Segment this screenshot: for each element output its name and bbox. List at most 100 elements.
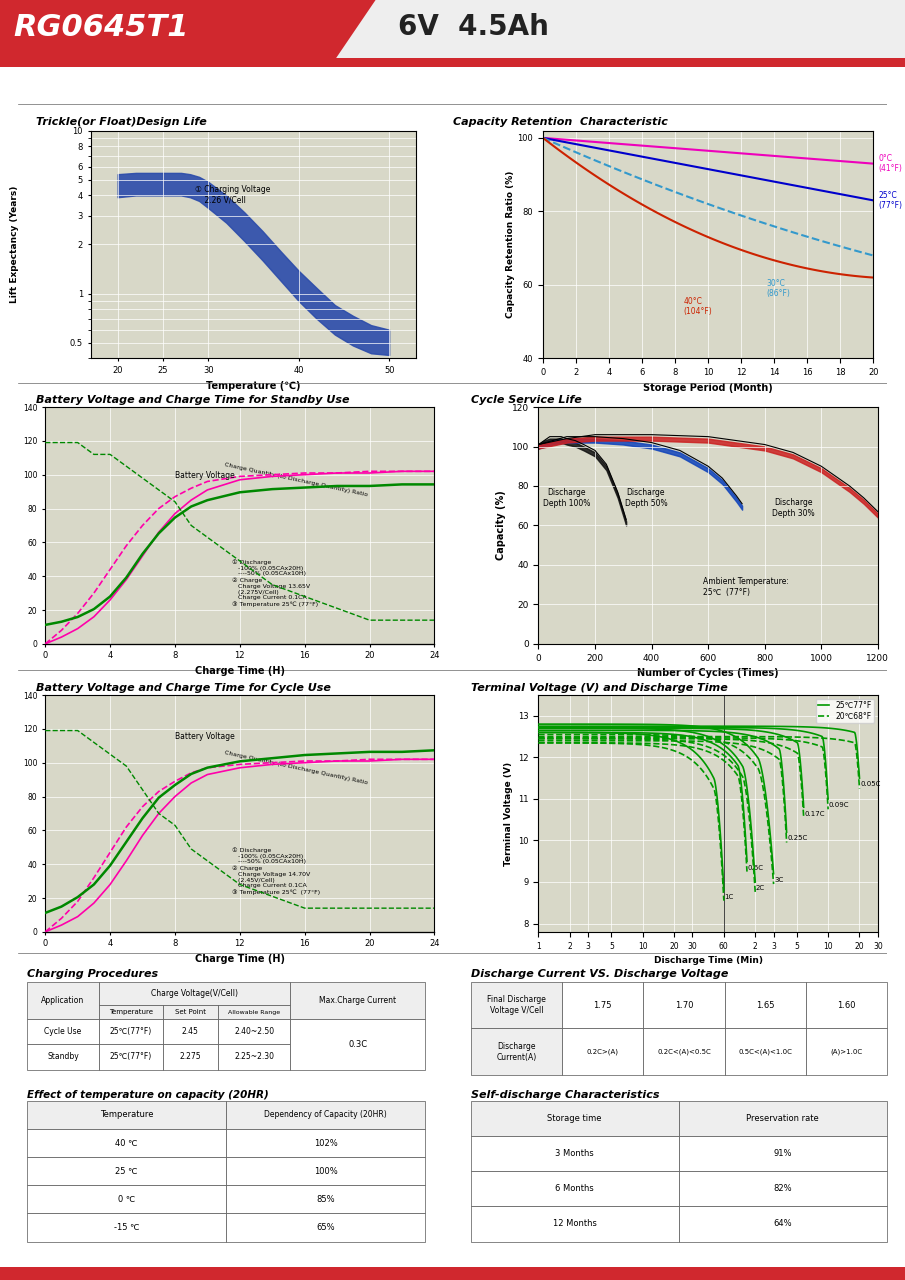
Text: 30°C
(86°F): 30°C (86°F)	[766, 279, 790, 298]
Bar	[643, 1029, 725, 1075]
Bar	[226, 1213, 425, 1242]
Text: 82%: 82%	[774, 1184, 792, 1193]
Text: Dependency of Capacity (20HR): Dependency of Capacity (20HR)	[264, 1110, 387, 1120]
Bar	[290, 1019, 425, 1070]
Bar	[679, 1137, 887, 1171]
Bar	[163, 1005, 218, 1019]
Text: RG0645T1: RG0645T1	[14, 14, 189, 42]
Bar	[99, 1005, 163, 1019]
Text: 40 ℃: 40 ℃	[116, 1138, 138, 1148]
Bar	[471, 1029, 562, 1075]
Bar	[725, 982, 805, 1029]
Text: 1.70: 1.70	[675, 1001, 693, 1010]
Text: 3 Months: 3 Months	[556, 1149, 594, 1158]
Text: 12 Months: 12 Months	[553, 1220, 596, 1229]
Y-axis label: Terminal Voltage (V): Terminal Voltage (V)	[503, 762, 512, 865]
Text: Standby: Standby	[47, 1052, 79, 1061]
Text: 1C: 1C	[725, 893, 734, 900]
Y-axis label: Capacity (%): Capacity (%)	[496, 490, 506, 561]
Text: Final Discharge
Voltage V/Cell: Final Discharge Voltage V/Cell	[487, 996, 546, 1015]
Bar	[805, 982, 887, 1029]
Text: -15 ℃: -15 ℃	[114, 1222, 139, 1233]
X-axis label: Charge Time (H): Charge Time (H)	[195, 666, 285, 676]
Text: Set Point: Set Point	[175, 1009, 206, 1015]
Y-axis label: Lift Expectancy (Years): Lift Expectancy (Years)	[10, 186, 19, 303]
Bar	[27, 1213, 226, 1242]
Text: 1.60: 1.60	[837, 1001, 855, 1010]
Bar	[99, 982, 290, 1005]
Bar	[471, 1137, 679, 1171]
Text: 25 ℃: 25 ℃	[116, 1166, 138, 1176]
Text: 25°C
(77°F): 25°C (77°F)	[878, 191, 902, 210]
Text: Battery Voltage: Battery Voltage	[175, 732, 234, 741]
Bar	[679, 1171, 887, 1206]
Text: 40°C
(104°F): 40°C (104°F)	[683, 297, 712, 316]
Text: (A)>1.0C: (A)>1.0C	[830, 1048, 862, 1055]
Text: 0.3C: 0.3C	[348, 1039, 367, 1048]
Text: 6 Months: 6 Months	[556, 1184, 594, 1193]
Bar	[27, 1157, 226, 1185]
Text: Battery Voltage and Charge Time for Standby Use: Battery Voltage and Charge Time for Stan…	[36, 396, 349, 406]
Text: 0.2C<(A)<0.5C: 0.2C<(A)<0.5C	[657, 1048, 710, 1055]
Text: ① Discharge
   -100% (0.05CAx20H)
   ----50% (0.05CAx10H)
② Charge
   Charge Vol: ① Discharge -100% (0.05CAx20H) ----50% (…	[232, 559, 318, 607]
X-axis label: Charge Time (H): Charge Time (H)	[195, 954, 285, 964]
Text: Self-discharge Characteristics: Self-discharge Characteristics	[471, 1091, 659, 1101]
Text: 0 ℃: 0 ℃	[118, 1194, 136, 1204]
Bar	[218, 1019, 290, 1044]
Bar	[226, 1129, 425, 1157]
Bar	[471, 982, 562, 1029]
Bar	[725, 1029, 805, 1075]
X-axis label: Temperature (℃): Temperature (℃)	[206, 380, 300, 390]
Text: 2.40~2.50: 2.40~2.50	[234, 1028, 274, 1037]
Bar	[471, 1171, 679, 1206]
X-axis label: Storage Period (Month): Storage Period (Month)	[643, 383, 773, 393]
Text: Temperature: Temperature	[100, 1110, 154, 1120]
Text: Cycle Use: Cycle Use	[44, 1028, 81, 1037]
Text: Discharge
Depth 100%: Discharge Depth 100%	[543, 488, 590, 508]
Text: Storage time: Storage time	[548, 1114, 602, 1123]
Bar	[27, 982, 99, 1019]
Bar	[99, 1044, 163, 1070]
Text: Terminal Voltage (V) and Discharge Time: Terminal Voltage (V) and Discharge Time	[471, 684, 728, 694]
Y-axis label: Capacity Retention Ratio (%): Capacity Retention Ratio (%)	[506, 170, 515, 319]
Text: 100%: 100%	[314, 1166, 338, 1176]
Text: 0.5C<(A)<1.0C: 0.5C<(A)<1.0C	[738, 1048, 792, 1055]
Text: ① Discharge
   -100% (0.05CAx20H)
   ----50% (0.05CAx10H)
② Charge
   Charge Vol: ① Discharge -100% (0.05CAx20H) ----50% (…	[232, 847, 319, 895]
Text: Preservation rate: Preservation rate	[747, 1114, 819, 1123]
Text: 0.25C: 0.25C	[787, 836, 807, 841]
Text: Discharge Current VS. Discharge Voltage: Discharge Current VS. Discharge Voltage	[471, 969, 728, 979]
Text: Trickle(or Float)Design Life: Trickle(or Float)Design Life	[36, 118, 207, 128]
Text: Battery Voltage: Battery Voltage	[175, 471, 234, 480]
Legend: 25℃77°F, 20℃68°F: 25℃77°F, 20℃68°F	[815, 699, 874, 723]
Bar	[226, 1101, 425, 1129]
Text: Discharge
Depth 30%: Discharge Depth 30%	[772, 498, 815, 517]
Polygon shape	[0, 0, 376, 67]
Text: 3C: 3C	[775, 877, 784, 883]
Text: 0.6C: 0.6C	[748, 864, 764, 870]
Text: 1.65: 1.65	[756, 1001, 775, 1010]
Text: Ambient Temperature:
25℃  (77°F): Ambient Temperature: 25℃ (77°F)	[702, 577, 788, 596]
Text: 2.45: 2.45	[182, 1028, 199, 1037]
Text: 0.09C: 0.09C	[829, 803, 849, 808]
Text: 64%: 64%	[774, 1220, 792, 1229]
Bar	[562, 982, 643, 1029]
Text: 2.275: 2.275	[179, 1052, 201, 1061]
Bar	[226, 1185, 425, 1213]
Text: 0.17C: 0.17C	[805, 810, 824, 817]
Text: Temperature: Temperature	[109, 1009, 153, 1015]
Text: 102%: 102%	[314, 1138, 338, 1148]
Bar	[27, 1019, 99, 1044]
Bar	[218, 1005, 290, 1019]
Bar	[471, 1206, 679, 1242]
Bar	[805, 1029, 887, 1075]
Text: Battery Voltage and Charge Time for Cycle Use: Battery Voltage and Charge Time for Cycl…	[36, 684, 331, 694]
Bar	[27, 1101, 226, 1129]
Text: 91%: 91%	[774, 1149, 792, 1158]
Bar	[562, 1029, 643, 1075]
Text: Max.Charge Current: Max.Charge Current	[319, 996, 396, 1005]
Text: 65%: 65%	[317, 1222, 335, 1233]
X-axis label: Number of Cycles (Times): Number of Cycles (Times)	[637, 668, 779, 678]
Bar	[679, 1101, 887, 1137]
Text: Discharge
Current(A): Discharge Current(A)	[496, 1042, 537, 1061]
Bar	[226, 1157, 425, 1185]
